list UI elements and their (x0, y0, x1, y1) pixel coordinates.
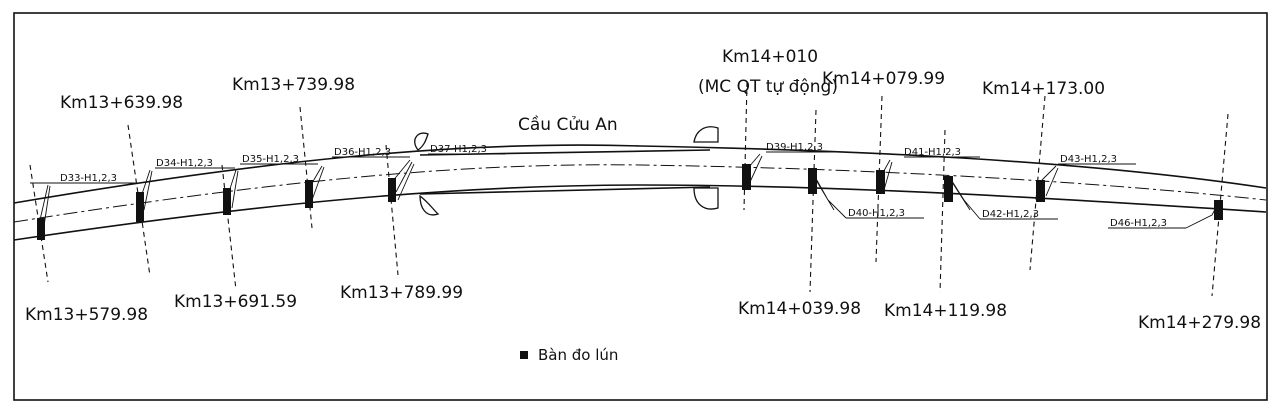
station-label: Km14+119.98 (884, 301, 1007, 321)
settlement-plate-icon (388, 178, 396, 202)
bridge-abutments (414, 126, 719, 216)
marker-label: D41-H1,2,3 (904, 147, 961, 158)
station-label: Km13+639.98 (60, 93, 183, 113)
abutment-left-top (414, 132, 429, 151)
settlement-plate-icon (1036, 180, 1045, 202)
abutment-right-top (693, 126, 719, 143)
marker-label: D35-H1,2,3 (242, 154, 299, 165)
bridge-label: Cầu Cửu An (518, 114, 618, 135)
station-label: Km13+579.98 (25, 305, 148, 325)
station-line (29, 164, 49, 283)
marker-label: D46-H1,2,3 (1110, 218, 1167, 229)
settlement-plate-icon (742, 164, 751, 190)
legend: Bàn đo lún (520, 346, 618, 364)
marker-labels: D33-H1,2,3 D34-H1,2,3 D35-H1,2,3 D36-H1,… (60, 142, 1167, 229)
settlement-plates (37, 164, 1223, 240)
station-line (385, 144, 399, 276)
station-line (743, 81, 748, 211)
station-line (299, 106, 313, 229)
station-line (221, 164, 237, 291)
settlement-plate-icon (136, 192, 144, 222)
station-label: Km14+079.99 (822, 69, 945, 89)
road-edge-bottom (13, 184, 1267, 241)
special-section-note: (MC QT tự động) (698, 77, 838, 97)
marker-label: D34-H1,2,3 (156, 158, 213, 169)
marker-label: D37-H1,2,3 (430, 144, 487, 155)
marker-label: D33-H1,2,3 (60, 173, 117, 184)
settlement-plate-icon (944, 176, 953, 202)
marker-leaders (30, 151, 1186, 229)
station-label: Km14+039.98 (738, 299, 861, 319)
station-line (1029, 95, 1046, 271)
settlement-plate-icon (37, 218, 45, 240)
station-line (809, 109, 817, 293)
drawing-frame (13, 12, 1268, 401)
station-labels: Km13+579.98 Km13+639.98 Km13+691.59 Km13… (25, 69, 1261, 333)
settlement-plate-icon (223, 188, 231, 215)
marker-label: D42-H1,2,3 (982, 209, 1039, 220)
station-label: Km13+739.98 (232, 75, 355, 95)
settlement-plate-icon (808, 168, 817, 194)
station-label: Km13+789.99 (340, 283, 463, 303)
station-label: Km14+279.98 (1138, 313, 1261, 333)
settlement-plate-icon (876, 170, 885, 194)
settlement-plate-icon (1214, 200, 1223, 220)
marker-label: D40-H1,2,3 (848, 208, 905, 219)
abutment-right-bottom (693, 187, 719, 210)
marker-label: D43-H1,2,3 (1060, 154, 1117, 165)
station-label: Km14+173.00 (982, 79, 1105, 99)
marker-label: D36-H1,2,3 (334, 147, 391, 158)
road-edge-top (13, 144, 1267, 204)
legend-label: Bàn đo lún (538, 346, 618, 364)
marker-label: D39-H1,2,3 (766, 142, 823, 153)
settlement-plate-icon (305, 180, 313, 208)
station-label: Km13+691.59 (174, 292, 297, 312)
settlement-plate-icon (520, 351, 528, 359)
bridge-deck-bottom (419, 186, 711, 195)
special-section-label: Km14+010 (722, 47, 818, 67)
abutment-left-bottom (419, 194, 440, 216)
